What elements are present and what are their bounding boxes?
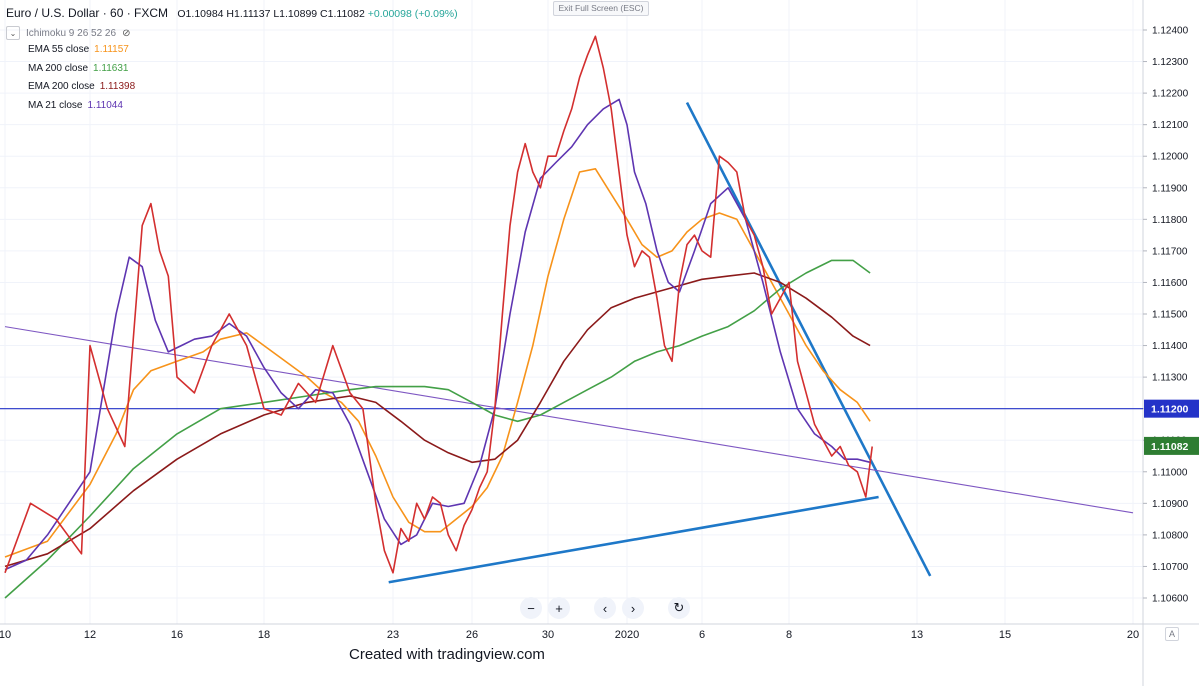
chart-navigation: − + ‹ › ↻ [520, 597, 690, 619]
x-tick-label: 8 [786, 629, 792, 641]
y-tick-label: 1.12400 [1152, 26, 1189, 37]
symbol-title[interactable]: Euro / U.S. Dollar · 60 · FXCM [6, 6, 169, 20]
support-trendline [388, 495, 879, 584]
price-line-tag [1144, 399, 1199, 418]
study-value: 1.11044 [87, 99, 123, 111]
indicator-line [4, 272, 871, 568]
y-tick-label: 1.10800 [1152, 530, 1189, 541]
y-tick-label: 1.10700 [1152, 562, 1189, 573]
x-tick-label: 23 [387, 629, 399, 641]
study-legend-item[interactable]: EMA 55 close 1.11157 [28, 44, 129, 55]
study-name: EMA 55 close [28, 44, 90, 55]
exit-fullscreen-button[interactable]: Exit Full Screen (ESC) [553, 1, 649, 16]
credit-text: Created with tradingview.com [349, 646, 545, 663]
x-tick-label: 16 [171, 629, 183, 641]
ohlc-values: O1.10984 H1.11137 L1.10899 C1.11082 [177, 8, 365, 20]
y-tick-label: 1.12000 [1152, 152, 1189, 163]
price-change: +0.00098 (+0.09%) [367, 8, 458, 20]
x-tick-label: 18 [258, 629, 270, 641]
ichimoku-study[interactable]: ⌄ Ichimoku 9 26 52 26 ⊘ [6, 26, 130, 40]
ichimoku-label: Ichimoku 9 26 52 26 [26, 27, 117, 39]
study-legend-item[interactable]: MA 21 close 1.11044 [28, 100, 123, 111]
x-tick-label: 30 [542, 629, 554, 641]
scroll-right-button[interactable]: › [622, 597, 644, 619]
zoom-out-button[interactable]: − [520, 597, 542, 619]
indicator-line [4, 98, 871, 571]
y-tick-label: 1.11800 [1152, 215, 1188, 226]
y-tick-label: 1.12300 [1152, 57, 1189, 68]
scroll-left-button[interactable]: ‹ [594, 597, 616, 619]
last-price-label: 1.11082 [1151, 441, 1189, 453]
auto-scale-button[interactable]: A [1165, 627, 1179, 641]
study-value: 1.11398 [99, 81, 136, 92]
ohlc-readout: O1.10984 H1.11137 L1.10899 C1.11082 +0.0… [177, 8, 457, 20]
y-tick-label: 1.11600 [1152, 278, 1188, 289]
y-tick-label: 1.10900 [1152, 499, 1189, 510]
y-tick-label: 1.11400 [1152, 341, 1188, 352]
chevron-down-icon[interactable]: ⌄ [6, 26, 20, 40]
indicator-line [4, 259, 871, 599]
hidden-eye-icon[interactable]: ⊘ [122, 27, 131, 39]
y-tick-label: 1.11000 [1152, 467, 1188, 478]
y-tick-label: 1.10600 [1152, 594, 1189, 605]
zoom-in-button[interactable]: + [548, 597, 570, 619]
study-name: MA 21 close [28, 99, 83, 111]
study-name: MA 200 close [28, 62, 89, 74]
resistance-trendline [685, 101, 932, 577]
study-value: 1.11631 [93, 62, 129, 74]
y-tick-label: 1.11300 [1152, 373, 1188, 384]
study-name: EMA 200 close [28, 81, 95, 92]
study-legend-item[interactable]: MA 200 close 1.11631 [28, 63, 128, 74]
y-tick-label: 1.11500 [1152, 310, 1188, 321]
y-tick-label: 1.12100 [1152, 120, 1189, 131]
diagonal-line [4, 326, 1134, 514]
study-value: 1.11157 [94, 44, 129, 55]
price-line-label: 1.11200 [1151, 404, 1189, 416]
indicator-line [4, 168, 871, 558]
x-tick-label: 10 [0, 629, 11, 641]
study-legend-item[interactable]: EMA 200 close 1.11398 [28, 81, 135, 92]
x-tick-label: 20 [1127, 629, 1139, 641]
y-tick-label: 1.11700 [1152, 246, 1188, 257]
x-tick-label: 2020 [615, 629, 639, 641]
price-series-line [4, 35, 873, 574]
x-tick-label: 15 [999, 629, 1011, 641]
y-tick-label: 1.11900 [1152, 183, 1188, 194]
reset-chart-button[interactable]: ↻ [668, 597, 690, 619]
last-price-tag [1144, 436, 1199, 455]
y-tick-label: 1.12200 [1152, 89, 1189, 100]
x-tick-label: 12 [84, 629, 96, 641]
x-tick-label: 6 [699, 629, 705, 641]
chart-header: Euro / U.S. Dollar · 60 · FXCM O1.10984 … [6, 6, 458, 20]
x-tick-label: 26 [466, 629, 478, 641]
x-tick-label: 13 [911, 629, 923, 641]
